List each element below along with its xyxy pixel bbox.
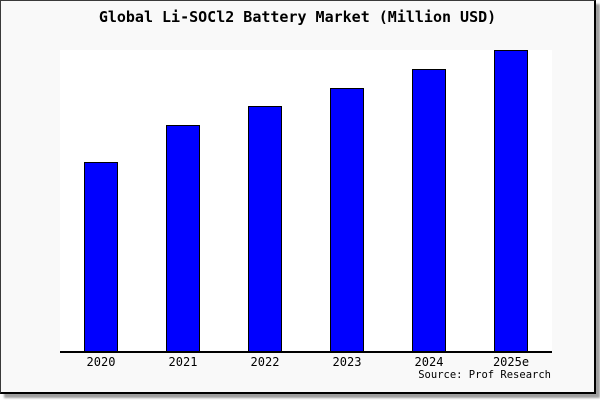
x-tick-label-2020: 2020 xyxy=(86,355,116,369)
bar-slot-2021 xyxy=(142,50,224,351)
plot-area xyxy=(60,50,552,353)
x-tick-label-2023: 2023 xyxy=(332,355,362,369)
bar-2020 xyxy=(84,162,118,351)
bar-2023 xyxy=(330,88,364,351)
bar-slot-2025e xyxy=(470,50,552,351)
chart-image-frame: Global Li-SOCl2 Battery Market (Million … xyxy=(0,0,596,394)
x-tick-label-2025e: 2025e xyxy=(492,355,530,369)
bar-slot-2024 xyxy=(388,50,470,351)
bars-row xyxy=(60,50,552,351)
x-tick-label-2021: 2021 xyxy=(168,355,198,369)
bar-2022 xyxy=(248,106,282,351)
bar-2021 xyxy=(166,125,200,351)
bar-slot-2020 xyxy=(60,50,142,351)
bar-slot-2022 xyxy=(224,50,306,351)
source-note: Source: Prof Research xyxy=(418,369,551,381)
bar-2025e xyxy=(494,50,528,351)
bar-2024 xyxy=(412,69,446,351)
chart-title: Global Li-SOCl2 Battery Market (Million … xyxy=(98,8,497,26)
x-tick-label-2022: 2022 xyxy=(250,355,280,369)
bar-slot-2023 xyxy=(306,50,388,351)
x-axis-labels: 2020 2021 2022 2023 2024 2025e xyxy=(60,355,552,369)
x-tick-label-2024: 2024 xyxy=(414,355,444,369)
